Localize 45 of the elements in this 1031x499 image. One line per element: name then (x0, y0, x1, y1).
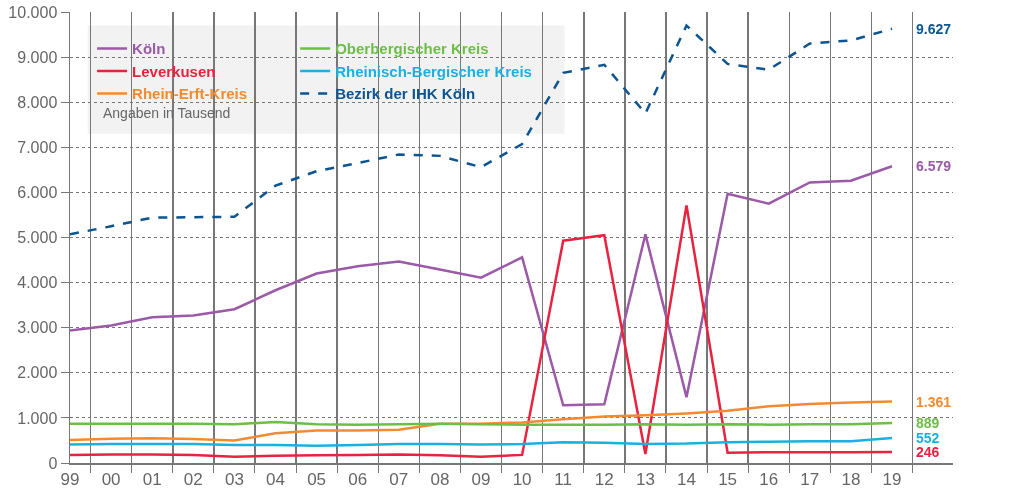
x-tick-label: 19 (882, 469, 902, 489)
line-series (70, 436, 894, 448)
x-tick-label: 11 (554, 469, 573, 489)
x-tick-label: 03 (224, 469, 244, 489)
line-series (70, 204, 894, 458)
y-tick-label: 8.000 (17, 93, 58, 111)
x-tick-label: 13 (635, 469, 655, 489)
y-tick-label: 10.000 (8, 3, 58, 21)
y-tick-label: 5.000 (17, 229, 58, 247)
y-tick-label: 3.000 (17, 319, 58, 337)
x-tick-label: 18 (841, 469, 861, 489)
x-tick-label: 02 (183, 469, 203, 489)
data-label: 1.361 (916, 394, 952, 410)
data-label: 9.627 (916, 21, 952, 37)
x-tick-label: 14 (677, 469, 696, 489)
x-tick-label: 08 (430, 469, 450, 489)
data-label: 889 (916, 415, 940, 431)
x-tick-label: 00 (101, 469, 121, 489)
legend-label: Bezirk der IHK Köln (335, 85, 476, 103)
y-tick-label: 7.000 (17, 138, 58, 156)
x-tick-label: 06 (348, 469, 368, 489)
line-series (70, 400, 894, 442)
line-series (70, 24, 894, 236)
x-tick-label: 07 (389, 469, 409, 489)
y-tick-label: 4.000 (17, 274, 58, 292)
x-tick-label: 01 (142, 469, 162, 489)
x-tick-label: 12 (594, 469, 614, 489)
x-tick-label: 15 (718, 469, 738, 489)
line-series (70, 165, 894, 407)
legend-label: Köln (132, 40, 166, 58)
x-tick-label: 99 (60, 469, 80, 489)
data-label: 552 (916, 430, 940, 446)
x-tick-label: 05 (307, 469, 327, 489)
data-label: 246 (916, 444, 940, 460)
x-tick-label: 10 (512, 469, 532, 489)
x-tick-label: 16 (759, 469, 779, 489)
x-tick-label: 04 (266, 469, 285, 489)
y-tick-label: 0 (48, 454, 58, 472)
y-tick-label: 6.000 (17, 184, 58, 201)
y-tick-label: 2.000 (17, 364, 58, 382)
x-tick-label: 17 (800, 469, 820, 489)
y-tick-label: 9.000 (17, 48, 58, 66)
y-tick-label: 1.000 (17, 409, 58, 427)
data-label: 6.579 (916, 158, 952, 174)
x-tick-label: 09 (471, 469, 491, 489)
